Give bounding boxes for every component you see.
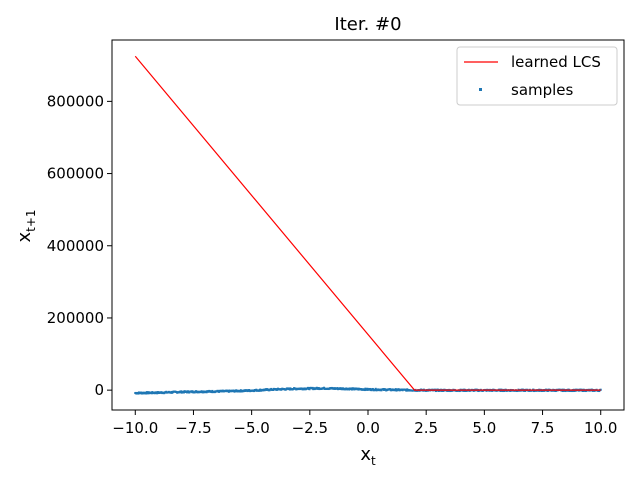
sample-point <box>405 389 408 392</box>
sample-point <box>137 392 140 395</box>
sample-point <box>308 388 311 391</box>
y-tick-label: 800000 <box>47 92 104 110</box>
sample-point <box>463 389 466 392</box>
x-tick-label: −7.5 <box>175 419 211 437</box>
sample-point <box>150 392 153 395</box>
sample-point <box>255 388 258 391</box>
x-tick-label: 7.5 <box>531 419 555 437</box>
sample-point <box>582 390 585 393</box>
sample-point <box>272 388 275 391</box>
sample-point <box>499 390 502 392</box>
sample-point <box>348 388 351 391</box>
sample-point <box>374 388 377 391</box>
sample-point <box>384 388 387 391</box>
y-tick-label: 200000 <box>47 309 104 327</box>
sample-point <box>180 390 183 393</box>
x-tick-label: −2.5 <box>292 419 328 437</box>
x-tick-label: 5.0 <box>472 419 496 437</box>
series-learned-lcs <box>134 55 601 391</box>
legend-label-learned-lcs: learned LCS <box>511 53 601 71</box>
sample-point <box>572 390 575 393</box>
sample-point <box>528 389 531 392</box>
sample-point <box>374 387 377 390</box>
sample-point <box>253 390 256 393</box>
y-axis-label: xt+1 <box>14 209 38 242</box>
sample-point <box>288 388 291 391</box>
y-tick-label: 600000 <box>47 165 104 183</box>
x-tick-label: 0.0 <box>356 419 380 437</box>
sample-point <box>546 389 549 392</box>
sample-point <box>239 390 242 393</box>
sample-point <box>352 387 355 390</box>
sample-point <box>442 389 445 392</box>
sample-point <box>406 388 409 391</box>
sample-point <box>350 388 353 391</box>
sample-point <box>307 387 310 389</box>
y-axis-ticks: 0 200000 400000 600000 800000 <box>47 92 112 399</box>
chart-title: Iter. #0 <box>334 14 401 35</box>
legend-label-samples: samples <box>511 81 574 99</box>
sample-point <box>501 390 504 393</box>
sample-point <box>366 387 369 390</box>
sample-point <box>259 388 262 391</box>
sample-point <box>323 386 326 389</box>
sample-point <box>336 387 339 390</box>
sample-point <box>311 386 314 389</box>
sample-point <box>462 389 465 392</box>
sample-point <box>437 389 440 392</box>
sample-point <box>363 389 366 392</box>
sample-point <box>524 389 527 392</box>
x-tick-label: 2.5 <box>414 419 438 437</box>
sample-point <box>147 391 150 394</box>
legend: learned LCS samples <box>456 46 618 106</box>
x-tick-label: −5.0 <box>233 419 269 437</box>
sample-point <box>227 390 230 393</box>
sample-point <box>205 391 208 394</box>
x-axis-ticks: −10.0 −7.5 −5.0 −2.5 0.0 2.5 5.0 7.5 10.0 <box>112 410 617 437</box>
y-tick-label: 0 <box>94 381 104 399</box>
legend-swatch-samples <box>479 88 482 91</box>
sample-point <box>370 389 373 392</box>
sample-point <box>211 389 214 392</box>
x-axis-label: xt <box>360 444 376 468</box>
sample-point <box>394 388 397 391</box>
sample-point <box>509 389 512 392</box>
sample-point <box>566 389 569 392</box>
sample-point <box>145 392 148 395</box>
sample-point <box>155 392 158 395</box>
sample-point <box>369 387 372 390</box>
sample-point <box>210 391 213 394</box>
x-tick-label: −10.0 <box>112 419 158 437</box>
sample-point <box>365 388 368 391</box>
sample-point <box>179 391 182 394</box>
sample-point <box>218 390 221 393</box>
sample-point <box>485 389 488 392</box>
y-tick-label: 400000 <box>47 237 104 255</box>
sample-point <box>146 391 149 394</box>
sample-point <box>182 391 185 394</box>
x-tick-label: 10.0 <box>584 419 617 437</box>
